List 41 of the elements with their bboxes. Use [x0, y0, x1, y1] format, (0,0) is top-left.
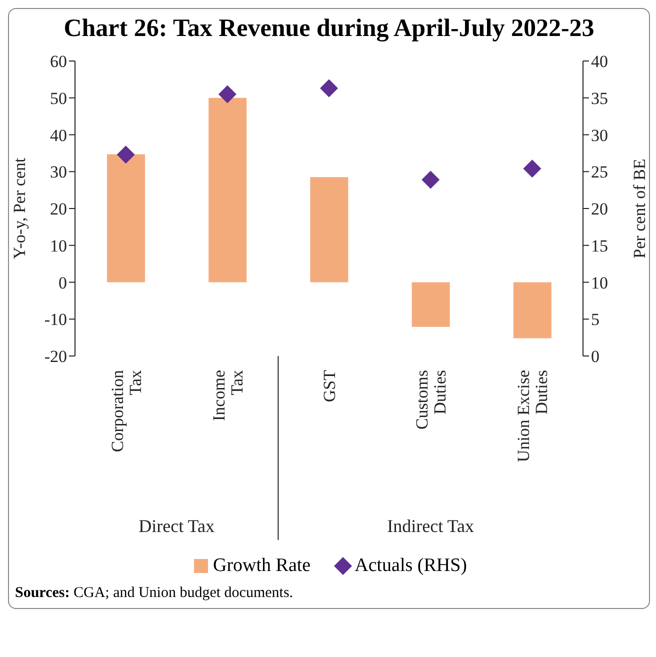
- y-tick-label: 40: [50, 126, 67, 145]
- x-tick-label: Income Tax: [209, 370, 246, 421]
- legend-label: Actuals (RHS): [354, 555, 468, 577]
- point: [218, 85, 236, 104]
- y-tick-label: 50: [50, 88, 67, 108]
- bar: [412, 282, 450, 327]
- text: Indirect Tax: [387, 516, 474, 536]
- y2-tick-label: 15: [591, 236, 608, 256]
- y2-tick-label: 20: [591, 200, 608, 219]
- y-tick-label: 10: [50, 236, 67, 256]
- y-tick-label: 60: [50, 52, 67, 72]
- y2-axis-title: Per cent of BE: [630, 158, 650, 258]
- y2-tick-label: 25: [591, 162, 608, 182]
- bar: [208, 98, 247, 282]
- y2-tick-label: 35: [591, 88, 608, 108]
- bar: [513, 282, 552, 338]
- y2-tick-label: 10: [591, 273, 608, 292]
- y-tick-label: -10: [44, 310, 67, 330]
- x-tick-label: Customs Duties: [412, 370, 450, 430]
- x-tick-label: Corporation Tax: [108, 370, 145, 452]
- y-tick-label: 30: [50, 162, 67, 182]
- y-tick-label: -20: [44, 347, 67, 366]
- point: [422, 170, 440, 189]
- point: [523, 160, 542, 178]
- x-tick-label: GST: [320, 369, 339, 402]
- y2-tick-label: 30: [591, 126, 608, 145]
- y-axis-title: Y-o-y, Per cent: [10, 158, 30, 260]
- text: Direct Tax: [138, 516, 215, 536]
- source-note: Sources: CGA; and Union budget documents.: [14, 585, 294, 602]
- y2-tick-label: 40: [591, 52, 608, 72]
- point: [320, 79, 338, 98]
- bar: [107, 154, 145, 282]
- point: [116, 146, 135, 164]
- chart-title: Chart 26: Tax Revenue during April-July 2022-23: [62, 15, 596, 43]
- y2-tick-label: 0: [591, 347, 600, 366]
- y-tick-label: 20: [50, 200, 67, 219]
- y-tick-label: 0: [58, 273, 67, 292]
- y2-tick-label: 5: [591, 310, 600, 330]
- bar: [310, 177, 348, 282]
- legend-label: Growth Rate: [212, 555, 311, 577]
- x-tick-label: Union Excise Duties: [514, 370, 552, 462]
